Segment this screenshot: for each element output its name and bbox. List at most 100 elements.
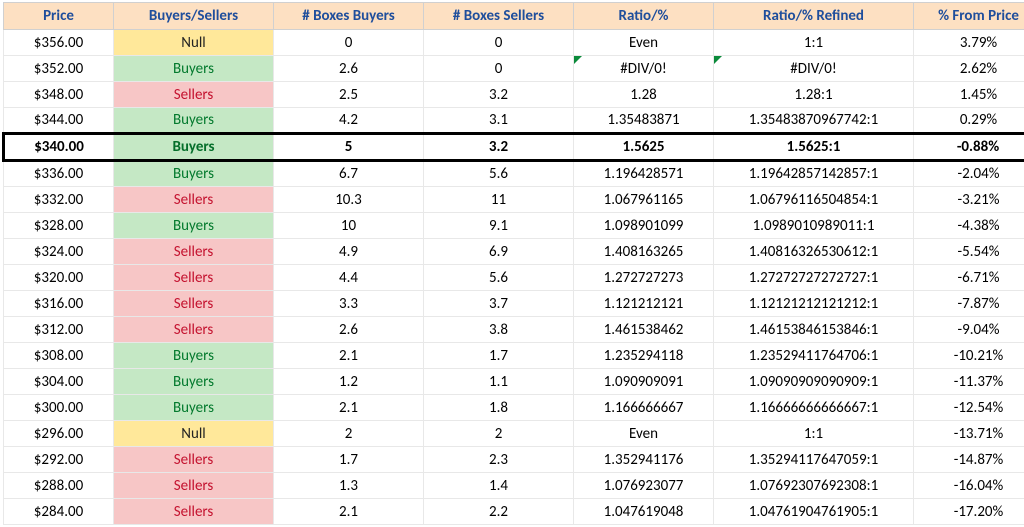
cell-boxes-buyers: 1.3 xyxy=(274,473,424,499)
table-row: $308.00Buyers2.11.71.2352941181.23529411… xyxy=(4,343,1024,369)
cell-buyers-sellers: Null xyxy=(114,421,274,447)
cell-boxes-buyers: 1.2 xyxy=(274,369,424,395)
cell-price: $320.00 xyxy=(4,265,114,291)
cell-price: $336.00 xyxy=(4,161,114,187)
cell-price: $288.00 xyxy=(4,473,114,499)
cell-price: $356.00 xyxy=(4,30,114,56)
cell-ratio-refined: 1.40816326530612:1 xyxy=(714,239,914,265)
cell-boxes-sellers: 0 xyxy=(424,56,574,82)
cell-buyers-sellers: Sellers xyxy=(114,499,274,525)
cell-buyers-sellers: Sellers xyxy=(114,447,274,473)
table-row: $300.00Buyers2.11.81.1666666671.16666666… xyxy=(4,395,1024,421)
cell-price: $332.00 xyxy=(4,187,114,213)
col-boxes-sellers: # Boxes Sellers xyxy=(424,3,574,30)
cell-boxes-buyers: 4.2 xyxy=(274,108,424,134)
cell-pct-from-price: -0.88% xyxy=(914,134,1024,161)
cell-pct-from-price: -17.20% xyxy=(914,499,1024,525)
cell-price: $304.00 xyxy=(4,369,114,395)
cell-boxes-sellers: 11 xyxy=(424,187,574,213)
cell-boxes-buyers: 1.7 xyxy=(274,447,424,473)
cell-price: $344.00 xyxy=(4,108,114,134)
cell-pct-from-price: -14.87% xyxy=(914,447,1024,473)
col-boxes-buyers: # Boxes Buyers xyxy=(274,3,424,30)
cell-buyers-sellers: Sellers xyxy=(114,473,274,499)
col-pct-from-price: % From Price xyxy=(914,3,1024,30)
table-row: $316.00Sellers3.33.71.1212121211.1212121… xyxy=(4,291,1024,317)
cell-boxes-sellers: 2.3 xyxy=(424,447,574,473)
cell-pct-from-price: -12.54% xyxy=(914,395,1024,421)
cell-buyers-sellers: Buyers xyxy=(114,56,274,82)
cell-boxes-buyers: 4.4 xyxy=(274,265,424,291)
cell-price: $312.00 xyxy=(4,317,114,343)
cell-price: $348.00 xyxy=(4,82,114,108)
cell-buyers-sellers: Sellers xyxy=(114,265,274,291)
cell-ratio: 1.235294118 xyxy=(574,343,714,369)
cell-ratio-refined: 1:1 xyxy=(714,30,914,56)
col-ratio-refined: Ratio/% Refined xyxy=(714,3,914,30)
cell-boxes-sellers: 5.6 xyxy=(424,265,574,291)
cell-price: $316.00 xyxy=(4,291,114,317)
cell-boxes-buyers: 2 xyxy=(274,421,424,447)
cell-pct-from-price: -2.04% xyxy=(914,161,1024,187)
cell-buyers-sellers: Buyers xyxy=(114,395,274,421)
col-buyers-sellers: Buyers/Sellers xyxy=(114,3,274,30)
cell-ratio-refined: 1.07692307692308:1 xyxy=(714,473,914,499)
cell-ratio-refined: 1.06796116504854:1 xyxy=(714,187,914,213)
cell-pct-from-price: 3.79% xyxy=(914,30,1024,56)
cell-pct-from-price: -11.37% xyxy=(914,369,1024,395)
table-row: $296.00Null22Even1:1-13.71% xyxy=(4,421,1024,447)
table-row: $344.00Buyers4.23.11.354838711.354838709… xyxy=(4,108,1024,134)
cell-pct-from-price: -10.21% xyxy=(914,343,1024,369)
cell-price: $284.00 xyxy=(4,499,114,525)
cell-boxes-buyers: 2.1 xyxy=(274,343,424,369)
cell-ratio-refined: 1:1 xyxy=(714,421,914,447)
table-header: Price Buyers/Sellers # Boxes Buyers # Bo… xyxy=(4,3,1024,30)
cell-pct-from-price: 2.62% xyxy=(914,56,1024,82)
table-row: $336.00Buyers6.75.61.1964285711.19642857… xyxy=(4,161,1024,187)
cell-ratio: 1.166666667 xyxy=(574,395,714,421)
cell-boxes-sellers: 1.4 xyxy=(424,473,574,499)
table-body: $356.00Null00Even1:13.79%$352.00Buyers2.… xyxy=(4,30,1024,525)
cell-price: $328.00 xyxy=(4,213,114,239)
cell-ratio: 1.28 xyxy=(574,82,714,108)
cell-boxes-buyers: 3.3 xyxy=(274,291,424,317)
cell-boxes-sellers: 3.1 xyxy=(424,108,574,134)
cell-ratio: 1.076923077 xyxy=(574,473,714,499)
cell-ratio: 1.121212121 xyxy=(574,291,714,317)
cell-price: $300.00 xyxy=(4,395,114,421)
cell-ratio: 1.090909091 xyxy=(574,369,714,395)
cell-price: $296.00 xyxy=(4,421,114,447)
table-row: $304.00Buyers1.21.11.0909090911.09090909… xyxy=(4,369,1024,395)
cell-boxes-buyers: 2.1 xyxy=(274,395,424,421)
cell-boxes-buyers: 10 xyxy=(274,213,424,239)
table-row: $340.00Buyers53.21.56251.5625:1-0.88% xyxy=(4,134,1024,161)
cell-price: $292.00 xyxy=(4,447,114,473)
cell-ratio-refined: 1.19642857142857:1 xyxy=(714,161,914,187)
cell-buyers-sellers: Sellers xyxy=(114,291,274,317)
cell-pct-from-price: 0.29% xyxy=(914,108,1024,134)
cell-boxes-buyers: 4.9 xyxy=(274,239,424,265)
table-row: $292.00Sellers1.72.31.3529411761.3529411… xyxy=(4,447,1024,473)
table-row: $352.00Buyers2.60#DIV/0!#DIV/0!2.62% xyxy=(4,56,1024,82)
cell-ratio: Even xyxy=(574,421,714,447)
cell-boxes-sellers: 6.9 xyxy=(424,239,574,265)
table-row: $348.00Sellers2.53.21.281.28:11.45% xyxy=(4,82,1024,108)
cell-ratio-refined: 1.04761904761905:1 xyxy=(714,499,914,525)
cell-pct-from-price: -4.38% xyxy=(914,213,1024,239)
cell-ratio: 1.067961165 xyxy=(574,187,714,213)
cell-buyers-sellers: Buyers xyxy=(114,161,274,187)
cell-ratio: 1.352941176 xyxy=(574,447,714,473)
cell-ratio: Even xyxy=(574,30,714,56)
table-row: $312.00Sellers2.63.81.4615384621.4615384… xyxy=(4,317,1024,343)
cell-boxes-sellers: 2 xyxy=(424,421,574,447)
cell-ratio: 1.196428571 xyxy=(574,161,714,187)
cell-ratio-refined: 1.46153846153846:1 xyxy=(714,317,914,343)
cell-pct-from-price: 1.45% xyxy=(914,82,1024,108)
cell-ratio: 1.35483871 xyxy=(574,108,714,134)
cell-pct-from-price: -5.54% xyxy=(914,239,1024,265)
cell-ratio: 1.047619048 xyxy=(574,499,714,525)
cell-buyers-sellers: Null xyxy=(114,30,274,56)
cell-boxes-sellers: 1.8 xyxy=(424,395,574,421)
cell-ratio: 1.408163265 xyxy=(574,239,714,265)
cell-ratio: #DIV/0! xyxy=(574,56,714,82)
